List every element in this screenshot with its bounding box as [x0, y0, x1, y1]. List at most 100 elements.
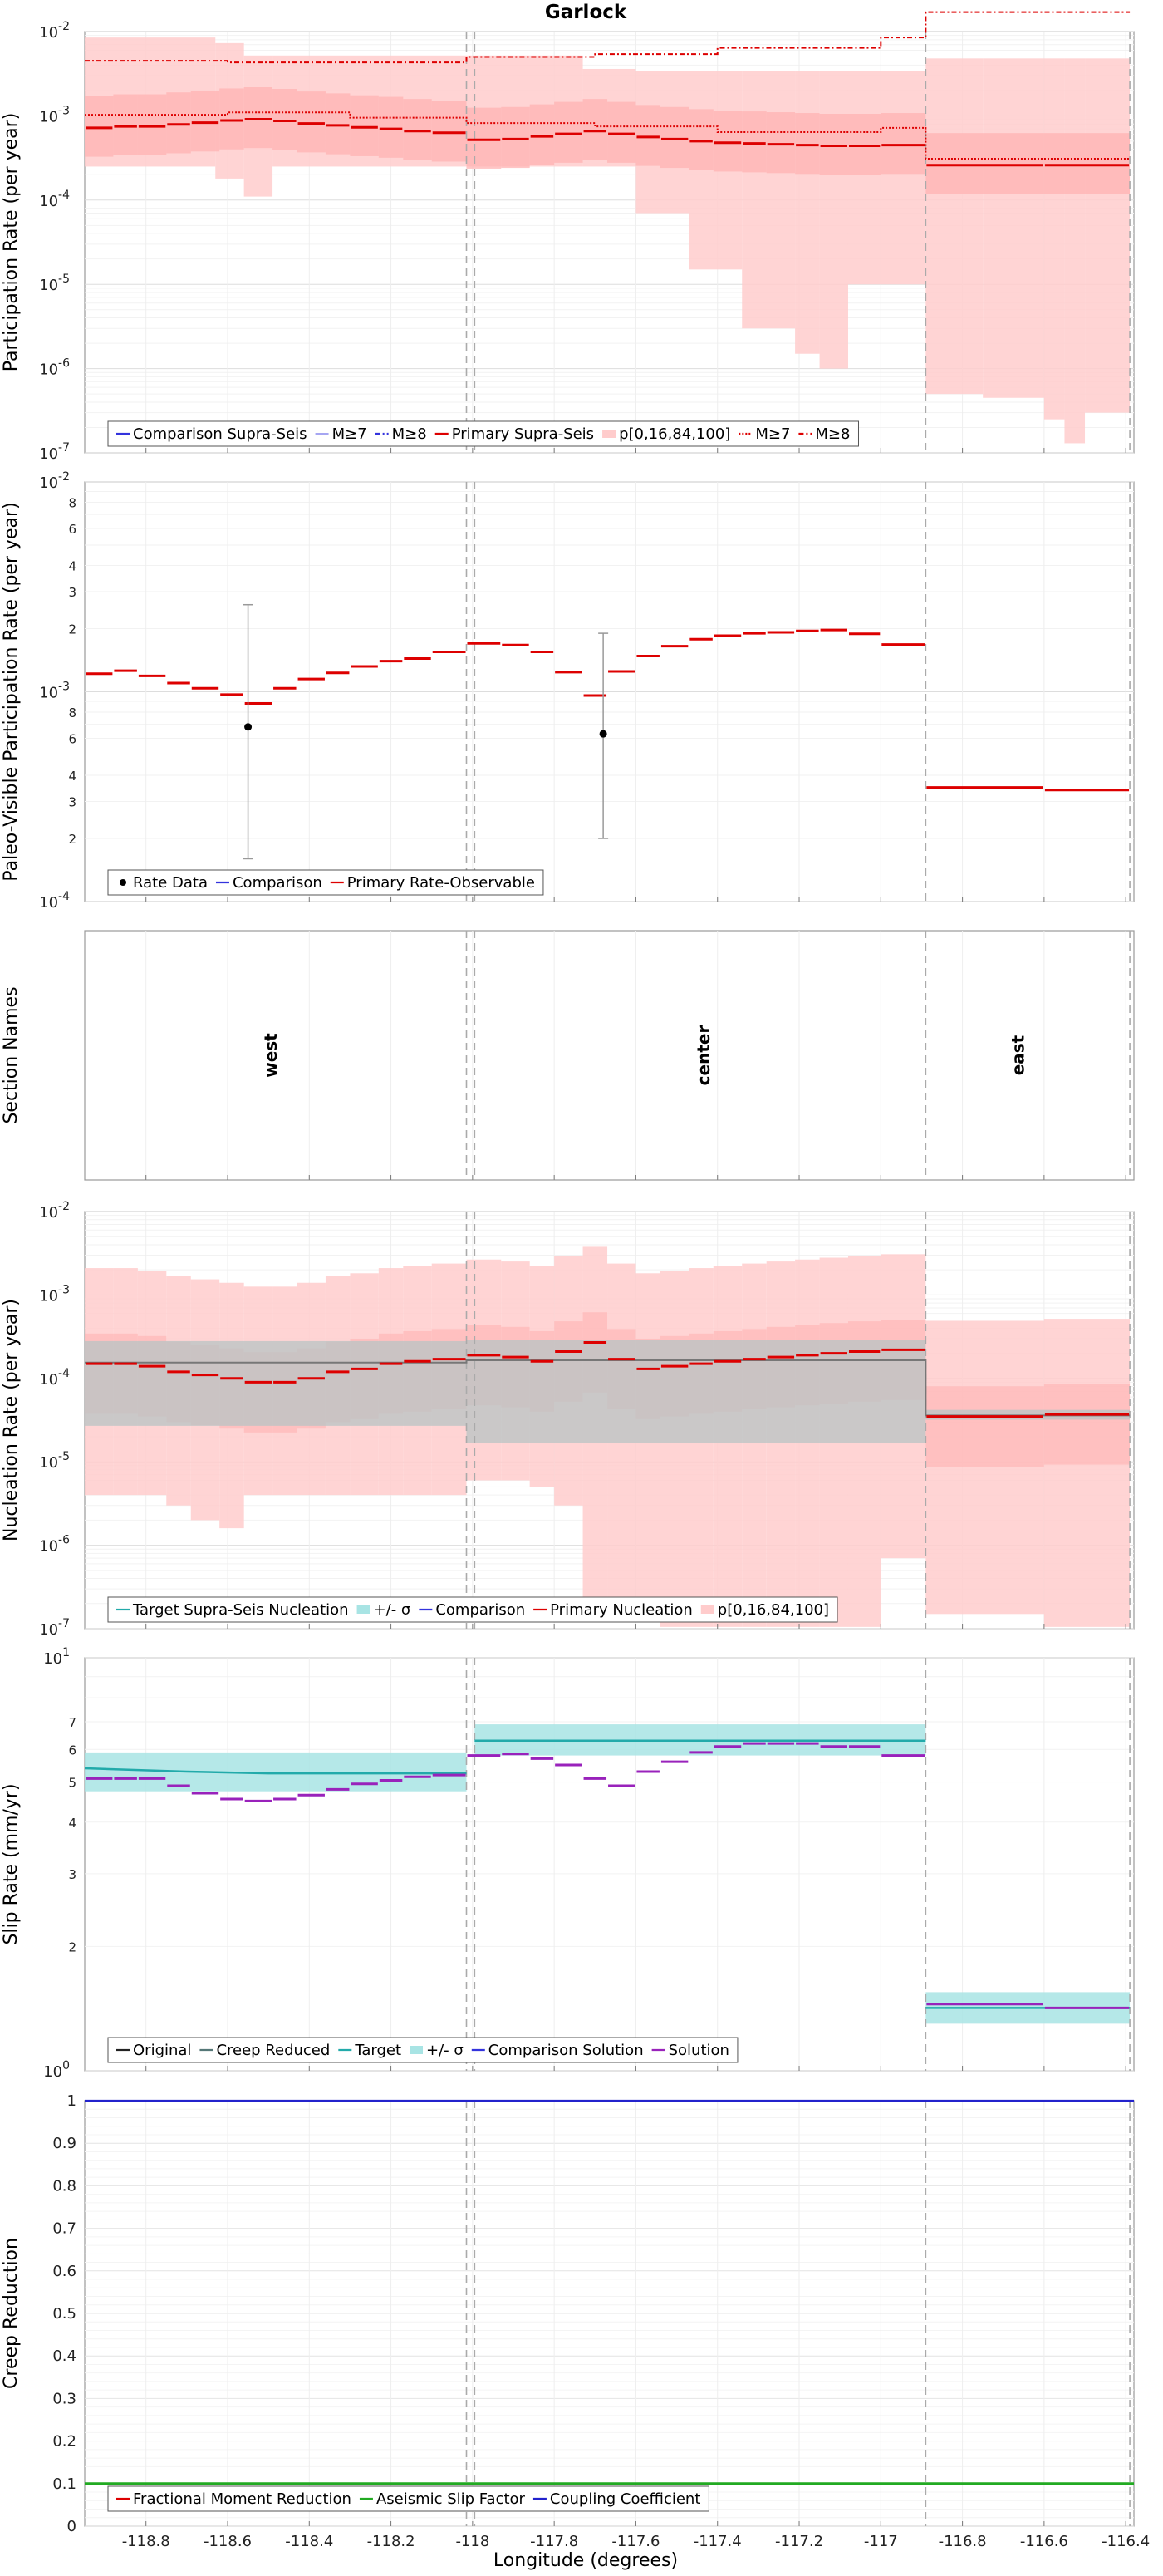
participation-ytick-label: 10-4: [39, 189, 70, 210]
participation-m8-line: [85, 11, 1131, 64]
slip-panel: 101 7 6 5 4 3 2 100 Slip Rate (mm/yr) Original Cre…: [1, 1646, 1135, 2081]
paleo-ylabel: Paleo-Visible Participation Rate (per ye…: [1, 502, 22, 881]
participation-legend-box: [107, 420, 859, 447]
participation-percentile-band: [847, 114, 881, 175]
paleo-ytick-label: 3: [68, 585, 76, 600]
creep-ytick-label: 0.9: [52, 2135, 76, 2152]
paleo-rate-data-point: [244, 723, 253, 731]
participation-percentile-band: [431, 101, 467, 162]
participation-percentile-band: [190, 91, 220, 152]
section-name-center: center: [694, 1025, 714, 1086]
creep-ylabel: Creep Reduction: [1, 2238, 22, 2389]
participation-percentile-band: [243, 86, 273, 149]
paleo-ytick-label: 10-2: [39, 470, 70, 492]
paleo-ytick-label: 2: [68, 622, 76, 637]
slip-target-sigma-band: [85, 1752, 467, 1792]
section-name-west: west: [261, 1033, 281, 1078]
paleo-legend-item: Comparison: [233, 874, 322, 892]
participation-percentile-band: [325, 93, 351, 155]
participation-percentile-band: [137, 94, 167, 155]
creep-ytick-label: 0.7: [52, 2220, 76, 2238]
slip-legend-item: Solution: [669, 2042, 729, 2059]
creep-ytick-label: 0.2: [52, 2433, 76, 2451]
participation-ytick-label: 10-2: [39, 20, 70, 42]
sections-panel: west center east Section Names: [1, 930, 1135, 1181]
paleo-ytick-label: 4: [68, 558, 76, 573]
nucleation-range-band: [660, 1271, 689, 1627]
nucleation-range-band: [635, 1273, 660, 1623]
participation-percentile-band: [795, 113, 820, 175]
participation-percentile-band: [660, 106, 689, 169]
participation-percentile-band: [689, 109, 714, 170]
participation-percentile-band: [403, 99, 432, 160]
creep-panel: 1 0.9 0.8 0.7 0.6 0.5 0.4 0.3 0.2 0.1 0 Creep Reduc…: [1, 2092, 1150, 2550]
nucleation-percentile-band: [925, 1386, 1044, 1467]
participation-percentile-band: [272, 88, 297, 150]
participation-ytick-label: 10-7: [39, 441, 70, 463]
creep-ytick-label: 0.4: [52, 2347, 76, 2365]
x-tick-label: -117.6: [611, 2533, 660, 2550]
x-tick-label: -118.6: [204, 2533, 252, 2550]
paleo-ytick-label: 8: [68, 495, 76, 510]
paleo-legend-item: Primary Rate-Observable: [347, 874, 535, 892]
participation-legend-item: M≥7: [332, 425, 367, 443]
participation-legend-item: Primary Supra-Seis: [452, 425, 594, 443]
x-axis-label: Longitude (degrees): [493, 2550, 678, 2571]
participation-percentile-band: [925, 133, 1044, 194]
nucleation-legend-item: Comparison: [435, 1601, 525, 1619]
participation-range-band: [1043, 58, 1065, 420]
x-tick-label: -116.8: [939, 2533, 987, 2550]
nucleation-range-band: [713, 1266, 743, 1627]
participation-legend-item: Comparison Supra-Seis: [133, 425, 307, 443]
slip-legend-item: Original: [133, 2042, 191, 2059]
creep-ytick-label: 1: [67, 2092, 76, 2110]
participation-percentile-band: [742, 111, 767, 173]
participation-legend-item: M≥8: [392, 425, 427, 443]
participation-legend-item: p[0,16,84,100]: [619, 425, 730, 443]
participation-percentile-band: [85, 96, 114, 157]
nucleation-ytick-label: 10-6: [39, 1534, 70, 1556]
participation-percentile-band: [1043, 133, 1131, 194]
x-tick-label: -117: [864, 2533, 898, 2550]
participation-percentile-band: [297, 91, 326, 153]
paleo-ytick-label: 4: [68, 769, 76, 784]
slip-ytick-label: 4: [68, 1816, 76, 1831]
participation-range-band: [1085, 58, 1131, 413]
participation-percentile-band: [219, 88, 244, 150]
x-tick-label: -118: [455, 2533, 489, 2550]
participation-percentile-band: [635, 105, 660, 166]
participation-percentile-band: [350, 95, 379, 156]
slip-ytick-label: 6: [68, 1743, 76, 1757]
creep-legend-item: Fractional Moment Reduction: [133, 2490, 351, 2508]
participation-m7-line: [85, 111, 1131, 160]
paleo-panel: 10-2 8 6 4 3 2 10-3 8 6 4 3 2 10-4 Paleo-Visible Part…: [1, 470, 1135, 912]
x-tick-label: -117.8: [530, 2533, 578, 2550]
slip-legend-item: Comparison Solution: [488, 2042, 644, 2059]
participation-percentile-band: [529, 104, 555, 165]
participation-percentile-band: [607, 101, 636, 163]
nucleation-ytick-label: 10-7: [39, 1617, 70, 1639]
creep-ytick-label: 0.1: [52, 2475, 76, 2493]
x-tick-label: -116.6: [1020, 2533, 1068, 2550]
paleo-ytick-label: 8: [68, 705, 76, 720]
x-tick-label: -118.2: [367, 2533, 415, 2550]
slip-ytick-label: 100: [43, 2059, 70, 2081]
creep-ytick-label: 0.6: [52, 2263, 76, 2280]
participation-percentile-band: [766, 112, 796, 174]
paleo-ytick-label: 10-3: [39, 681, 70, 702]
nucleation-legend-box: [107, 1596, 838, 1623]
x-tick-label: -117.2: [775, 2533, 823, 2550]
creep-ytick-label: 0.3: [52, 2390, 76, 2407]
nucleation-percentile-band: [1043, 1384, 1131, 1465]
nucleation-range-band: [742, 1263, 767, 1627]
creep-legend-item: Coupling Coefficient: [550, 2490, 700, 2508]
participation-panel: 10-2 10-3 10-4 10-5 10-6 10-7 Participation Ra…: [1, 11, 1135, 463]
participation-percentile-band: [378, 96, 404, 158]
nucleation-ytick-label: 10-3: [39, 1283, 70, 1305]
participation-ylabel: Participation Rate (per year): [1, 113, 22, 372]
paleo-ytick-label: 10-4: [39, 890, 70, 912]
slip-ytick-label: 2: [68, 1939, 76, 1954]
nucleation-ylabel: Nucleation Rate (per year): [1, 1299, 22, 1541]
participation-percentile-band: [466, 107, 502, 169]
